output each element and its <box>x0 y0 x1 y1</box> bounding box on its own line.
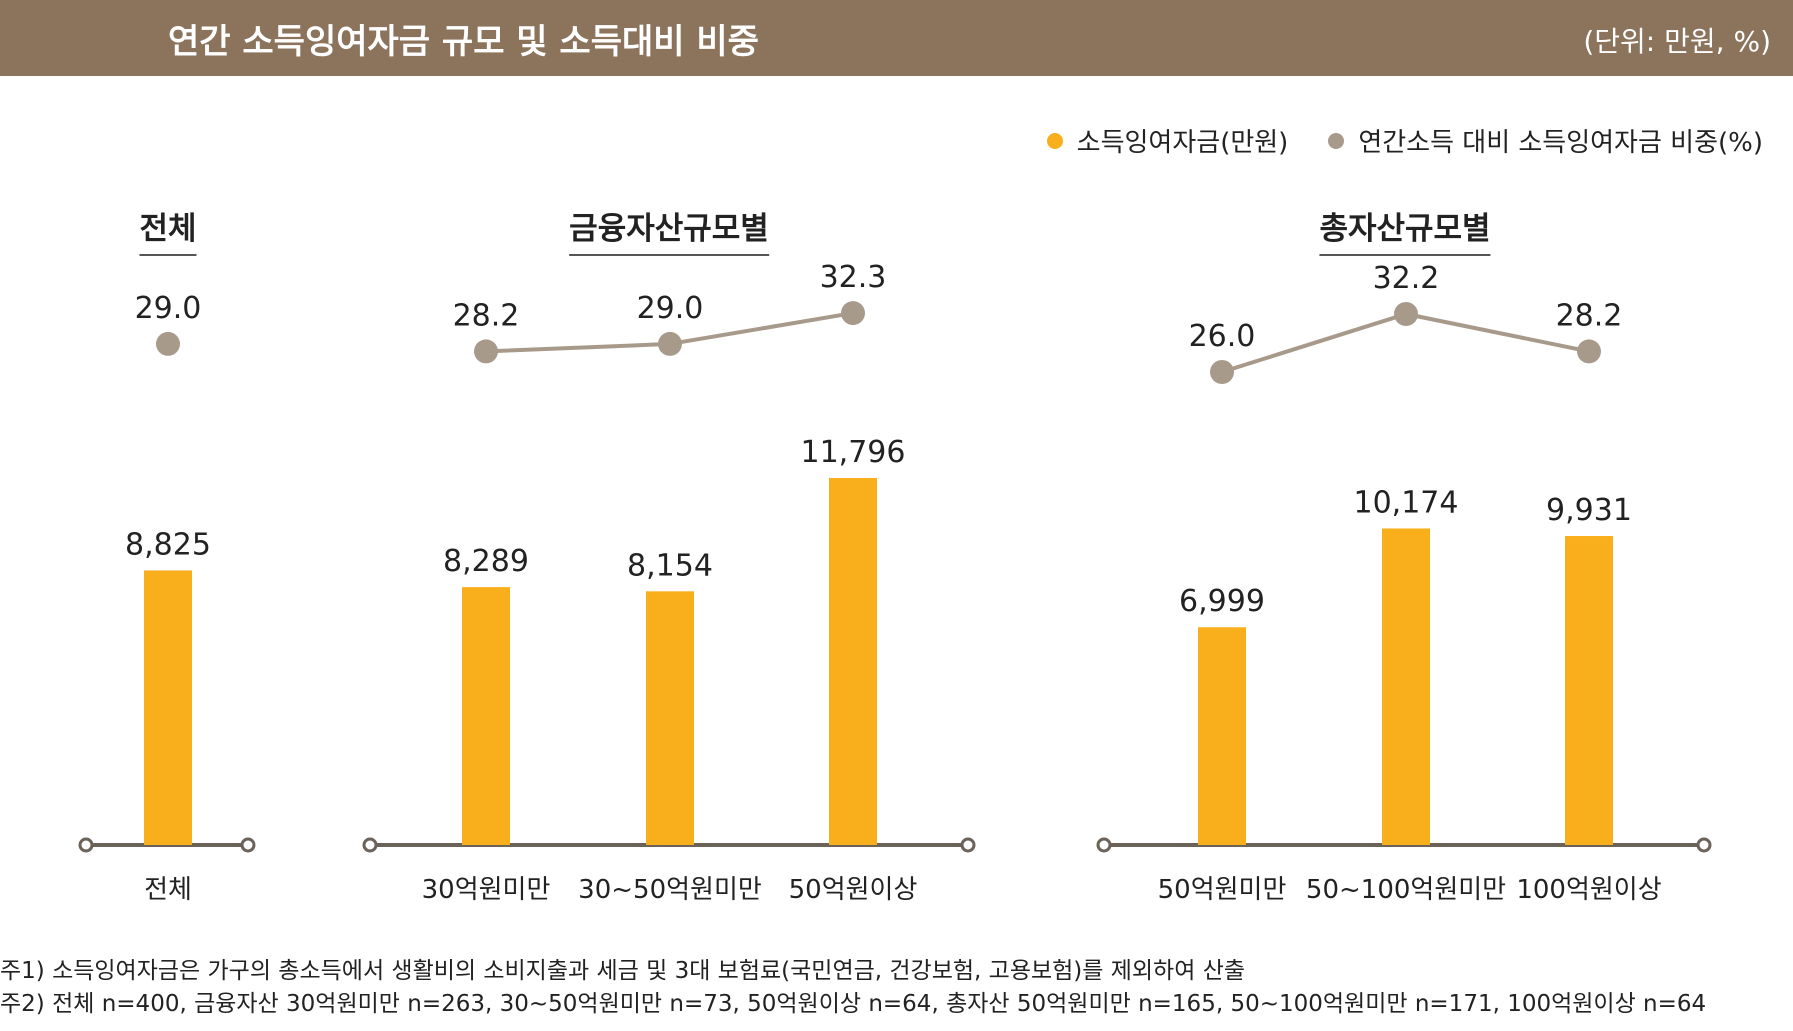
legend-bar-label: 소득잉여자금(만원) <box>1076 128 1289 158</box>
bar <box>1565 536 1613 845</box>
category-label: 50~100억원미만 <box>1306 875 1506 905</box>
ratio-point <box>1577 339 1601 364</box>
axis-end-left <box>362 837 378 853</box>
section-title-total-assets: 총자산규모별 <box>1319 203 1491 256</box>
category-label: 전체 <box>144 875 192 905</box>
ratio-value-label: 28.2 <box>453 298 520 333</box>
ratio-point <box>1210 360 1234 384</box>
legend-line-dot-icon <box>1328 132 1345 149</box>
ratio-value-label: 26.0 <box>1189 319 1256 354</box>
bar <box>144 570 192 845</box>
ratio-point <box>474 339 498 364</box>
axis-end-right <box>960 837 976 853</box>
bar-value-label: 9,931 <box>1546 493 1632 528</box>
footnote-2: 주2) 전체 n=400, 금융자산 30억원미만 n=263, 30~50억원… <box>0 991 1707 1017</box>
ratio-point <box>156 331 180 356</box>
axis-end-right <box>1696 837 1712 853</box>
bar-value-label: 6,999 <box>1179 584 1265 619</box>
footnote-1: 주1) 소득잉여자금은 가구의 총소득에서 생활비의 소비지출과 세금 및 3대… <box>0 958 1246 984</box>
legend-item-bar: 소득잉여자금(만원) <box>1046 122 1289 159</box>
category-label: 30억원미만 <box>422 875 551 905</box>
axis-end-right <box>240 837 256 853</box>
chart-title: 연간 소득잉여자금 규모 및 소득대비 비중 <box>168 22 759 62</box>
category-label: 30~50억원미만 <box>578 875 762 905</box>
bar-value-label: 8,825 <box>125 527 211 562</box>
ratio-point <box>1394 302 1418 326</box>
section-title-financial-assets: 금융자산규모별 <box>569 203 769 256</box>
bar-value-label: 8,289 <box>443 544 529 579</box>
bar-value-label: 8,154 <box>627 548 713 583</box>
legend-line-label: 연간소득 대비 소득잉여자금 비중(%) <box>1358 128 1763 158</box>
section-title-total: 전체 <box>139 203 197 256</box>
bar <box>646 591 694 845</box>
bar <box>1382 528 1430 845</box>
bar <box>1198 627 1246 845</box>
bar <box>462 587 510 845</box>
legend-item-line: 연간소득 대비 소득잉여자금 비중(%) <box>1328 122 1763 159</box>
footnotes: 주1) 소득잉여자금은 가구의 총소득에서 생활비의 소비지출과 세금 및 3대… <box>0 955 1706 1021</box>
ratio-point <box>658 331 682 356</box>
ratio-value-label: 29.0 <box>637 291 704 326</box>
ratio-value-label: 29.0 <box>135 291 202 326</box>
legend: 소득잉여자금(만원) 연간소득 대비 소득잉여자금 비중(%) <box>1007 122 1763 159</box>
category-label: 50억원미만 <box>1158 875 1287 905</box>
chart-canvas: 8,825 전체 29.0 8,289 30억원미만 8,154 30~50억원미만 11,7… <box>78 260 1712 905</box>
unit-label: (단위: 만원, %) <box>1583 25 1771 58</box>
ratio-value-label: 32.3 <box>820 260 887 295</box>
axis-end-left <box>1096 837 1112 853</box>
header-bar: 연간 소득잉여자금 규모 및 소득대비 비중 (단위: 만원, %) <box>0 0 1793 76</box>
bar-value-label: 11,796 <box>801 435 906 470</box>
ratio-value-label: 32.2 <box>1373 261 1440 296</box>
category-label: 100억원이상 <box>1516 875 1661 905</box>
axis-end-left <box>78 837 94 853</box>
bar <box>829 478 877 845</box>
bar-value-label: 10,174 <box>1354 485 1459 520</box>
ratio-value-label: 28.2 <box>1556 298 1623 333</box>
ratio-point <box>841 301 865 326</box>
category-label: 50억원이상 <box>789 875 918 905</box>
legend-bar-dot-icon <box>1046 132 1063 149</box>
